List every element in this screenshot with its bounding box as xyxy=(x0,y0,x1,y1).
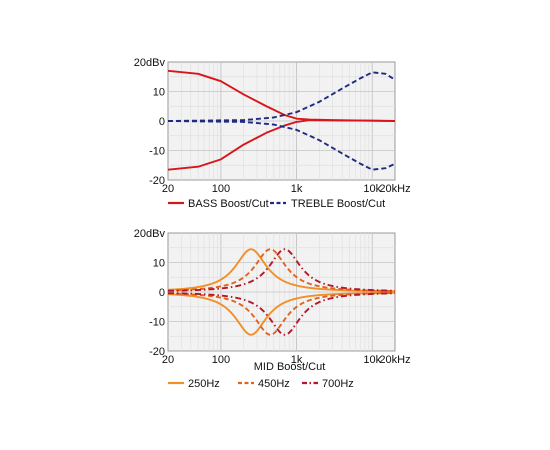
x-tick-label: 10k xyxy=(363,183,381,195)
x-tick-label: 20 xyxy=(162,183,174,195)
x-tick-label: 20kHz xyxy=(379,183,410,195)
x-tick-label: 1k xyxy=(291,354,303,366)
y-tick-label: 0 xyxy=(159,116,165,128)
x-tick-label: 20kHz xyxy=(379,354,410,366)
gridlines xyxy=(168,233,395,351)
y-tick-label: 10 xyxy=(153,258,165,270)
series-line-2-3-cut xyxy=(167,292,396,336)
y-tick-label: 20dBv xyxy=(134,228,166,240)
x-tick-label: 20 xyxy=(162,354,174,366)
legend: BASS Boost/Cut TREBLE Boost/Cut xyxy=(168,198,385,210)
legend-label: TREBLE Boost/Cut xyxy=(291,198,385,210)
y-tick-label: 0 xyxy=(159,287,165,299)
x-tick-label: 100 xyxy=(212,183,230,195)
y-tick-label: -10 xyxy=(149,146,165,158)
legend-label: 450Hz xyxy=(258,378,290,390)
y-tick-label: 10 xyxy=(153,87,165,99)
series-line-1-2 xyxy=(167,119,396,171)
legend: 250Hz 450Hz 700Hz xyxy=(168,378,354,390)
series-line-2-3 xyxy=(167,248,396,292)
x-axis-label: MID Boost/Cut xyxy=(254,361,326,373)
y-tick-label: -10 xyxy=(149,317,165,329)
x-tick-label: 100 xyxy=(212,354,230,366)
y-tick-label: -20 xyxy=(149,346,165,358)
series-line-1-3 xyxy=(167,71,396,122)
x-tick-label: 10k xyxy=(363,354,381,366)
x-tick-label: 1k xyxy=(291,183,303,195)
y-tick-label: -20 xyxy=(149,175,165,187)
y-tick-label: 20dBv xyxy=(134,57,166,69)
series-group xyxy=(167,69,396,171)
series-line-1-4 xyxy=(167,120,396,171)
legend-label: 700Hz xyxy=(322,378,354,390)
series-group xyxy=(167,248,396,336)
legend-label: 250Hz xyxy=(188,378,220,390)
legend-label: BASS Boost/Cut xyxy=(188,198,269,210)
